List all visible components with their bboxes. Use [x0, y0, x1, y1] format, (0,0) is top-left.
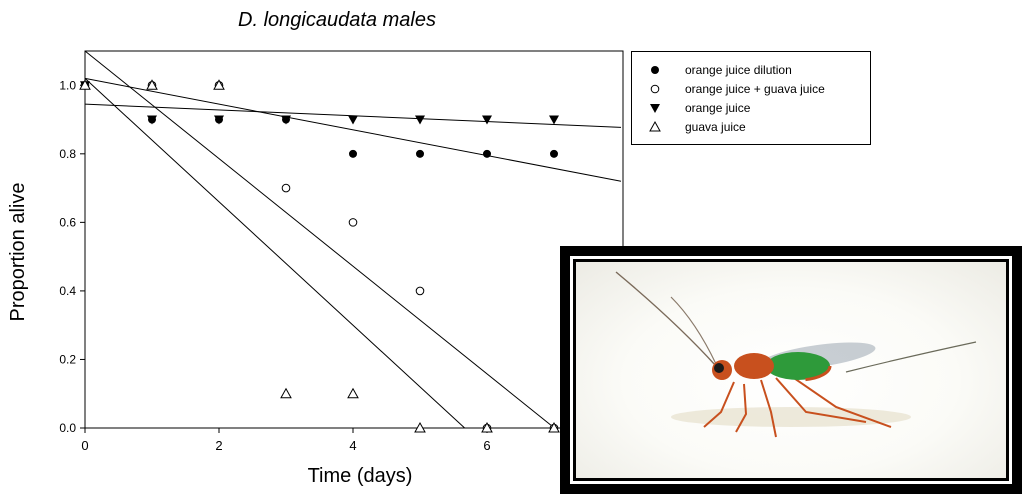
open-circle-marker-icon [650, 84, 660, 94]
data-point [415, 286, 425, 296]
fit-line [84, 77, 622, 182]
data-point [481, 421, 493, 433]
x-tick-label: 0 [81, 438, 88, 453]
legend: orange juice dilution orange juice + gua… [631, 51, 871, 145]
data-point [214, 115, 224, 125]
data-point [347, 387, 359, 399]
fit-line [84, 78, 466, 429]
data-point [482, 115, 492, 125]
data-point [146, 79, 158, 90]
x-tick-label: 2 [215, 438, 222, 453]
data-point [348, 218, 358, 227]
data-point [147, 115, 157, 125]
data-point [213, 79, 225, 90]
filled-circle-marker-icon [651, 66, 659, 74]
y-tick-label: 0.0 [59, 421, 76, 435]
x-tick-label: 6 [483, 438, 490, 453]
wasp-photo [576, 262, 1006, 478]
y-axis-label: Proportion alive [7, 183, 29, 322]
data-point [550, 149, 558, 158]
data-points [79, 79, 560, 433]
y-tick-label: 0.4 [59, 284, 76, 298]
legend-item-orange-juice-guava-juice: orange juice + guava juice [632, 80, 872, 98]
data-point [415, 115, 425, 125]
plot-area [84, 50, 624, 429]
wasp-illustration [615, 271, 977, 438]
axis-ticks: 0 2 4 6 0.0 0.2 0.4 0.6 0.8 1.0 [59, 78, 490, 453]
y-tick-label: 0.6 [59, 215, 76, 229]
y-tick-label: 1.0 [59, 78, 76, 92]
legend-label: orange juice + guava juice [685, 82, 825, 96]
y-tick-label: 0.2 [59, 352, 76, 366]
open-triangle-up-marker-icon [649, 120, 661, 132]
data-point [349, 149, 357, 158]
data-point [280, 387, 292, 399]
data-point [348, 115, 358, 125]
x-tick-label: 4 [349, 438, 356, 453]
chart-title: D. longicaudata males [238, 9, 436, 31]
x-axis-label: Time (days) [308, 465, 413, 487]
data-point [281, 183, 291, 193]
wasp-photo-frame [560, 246, 1022, 494]
legend-item-orange-juice-dilution: orange juice dilution [632, 61, 872, 79]
filled-triangle-down-marker-icon [650, 104, 660, 113]
fit-line [84, 50, 555, 429]
data-point [416, 149, 424, 158]
legend-label: orange juice dilution [685, 63, 792, 77]
regression-lines [84, 50, 622, 429]
data-point [549, 115, 559, 125]
y-tick-label: 0.8 [59, 147, 76, 161]
data-point [548, 421, 560, 433]
legend-label: orange juice [685, 101, 751, 115]
legend-label: guava juice [685, 120, 746, 134]
data-point [483, 149, 491, 158]
data-point [414, 421, 426, 433]
legend-item-orange-juice: orange juice [632, 99, 872, 117]
data-point [281, 115, 291, 125]
data-point [79, 79, 91, 90]
legend-item-guava-juice: guava juice [632, 118, 872, 136]
